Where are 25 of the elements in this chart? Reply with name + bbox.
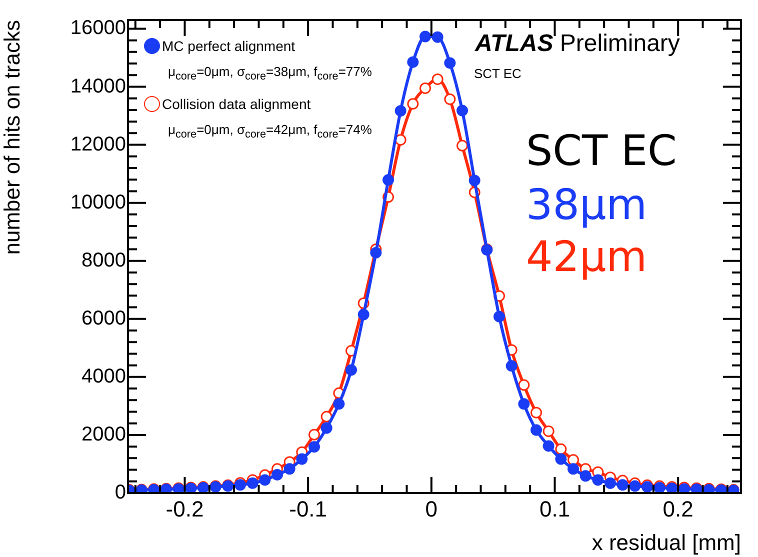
y-tick-label: 14000 bbox=[70, 75, 126, 98]
y-axis-title: number of hits on tracks bbox=[0, 20, 24, 255]
x-axis-title: x residual [mm] bbox=[592, 530, 741, 555]
annotation: 38μm bbox=[526, 180, 648, 229]
x-tick-label: -0.1 bbox=[289, 496, 328, 522]
y-tick-label: 2000 bbox=[82, 423, 126, 446]
annotation: SCT EC bbox=[474, 66, 522, 81]
x-tick-label: 0 bbox=[425, 496, 438, 522]
y-tick-label: 16000 bbox=[70, 17, 126, 40]
legend-label: MC perfect alignment bbox=[162, 38, 296, 54]
annotation: ATLAS Preliminary bbox=[475, 30, 680, 58]
x-tick-label: 0.2 bbox=[662, 496, 694, 522]
y-tick-label: 8000 bbox=[82, 249, 126, 272]
y-tick-label: 10000 bbox=[70, 191, 126, 214]
y-tick-label: 12000 bbox=[70, 133, 126, 156]
annotation: 42μm bbox=[526, 232, 648, 281]
annotation: μ$_{core}$=0μm, σ$_{core}$=38μm, f$_{core}$=77% bbox=[167, 63, 372, 85]
x-tick-label: 0.1 bbox=[539, 496, 570, 522]
annotation: μ$_{core}$=0μm, σ$_{core}$=42μm, f$_{core}$=74% bbox=[167, 121, 372, 143]
y-tick-label: 4000 bbox=[82, 365, 126, 388]
annotation: SCT EC bbox=[526, 126, 677, 175]
x-tick-label: -0.2 bbox=[166, 496, 204, 522]
y-tick-label: 6000 bbox=[82, 307, 126, 330]
y-tick-label: 0 bbox=[114, 482, 126, 504]
legend-label: Collision data alignment bbox=[162, 96, 311, 112]
